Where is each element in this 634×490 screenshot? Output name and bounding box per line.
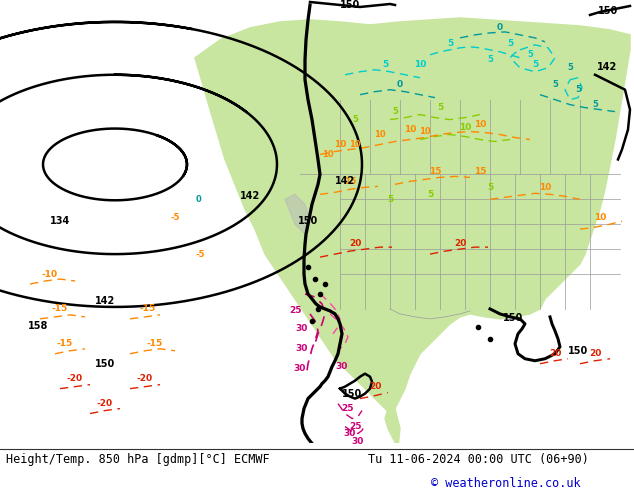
Text: -5: -5	[171, 213, 180, 222]
Text: 158: 158	[28, 321, 48, 331]
Text: 20: 20	[454, 239, 466, 247]
Text: -20: -20	[67, 374, 83, 383]
Text: 5: 5	[437, 103, 443, 112]
Text: 30: 30	[294, 364, 306, 373]
Polygon shape	[195, 55, 230, 90]
Text: 150: 150	[342, 389, 362, 398]
Text: -15: -15	[147, 339, 163, 348]
Text: 10: 10	[459, 123, 471, 132]
Text: 0: 0	[497, 24, 503, 32]
Text: 30: 30	[296, 324, 308, 333]
Text: 10: 10	[334, 140, 346, 149]
Text: 5: 5	[552, 80, 558, 89]
Text: 25: 25	[349, 422, 361, 431]
Text: 25: 25	[290, 306, 302, 316]
Text: 15: 15	[474, 167, 486, 176]
Text: 30: 30	[296, 344, 308, 353]
Polygon shape	[285, 195, 310, 234]
Text: -5: -5	[195, 249, 205, 259]
Text: -15: -15	[140, 304, 156, 314]
Text: -15: -15	[57, 339, 73, 348]
Text: -15: -15	[52, 304, 68, 314]
Text: -20: -20	[137, 374, 153, 383]
Text: 10: 10	[474, 120, 486, 129]
Text: 30: 30	[352, 437, 364, 446]
Text: 134: 134	[50, 216, 70, 226]
Text: 15: 15	[429, 167, 441, 176]
Text: 5: 5	[487, 183, 493, 192]
Text: 5: 5	[352, 115, 358, 124]
Text: 10: 10	[539, 183, 551, 192]
Text: 5: 5	[382, 60, 388, 69]
Polygon shape	[195, 18, 630, 414]
Text: 142: 142	[95, 296, 115, 306]
Text: 5: 5	[427, 190, 433, 199]
Text: 20: 20	[369, 382, 381, 391]
Text: © weatheronline.co.uk: © weatheronline.co.uk	[431, 476, 581, 490]
Text: 150: 150	[298, 216, 318, 226]
Text: 5: 5	[487, 55, 493, 64]
Text: Height/Temp. 850 hPa [gdmp][°C] ECMWF: Height/Temp. 850 hPa [gdmp][°C] ECMWF	[6, 453, 270, 466]
Text: 10: 10	[349, 140, 361, 149]
Text: 10: 10	[404, 125, 416, 134]
Text: 5: 5	[507, 39, 513, 49]
Text: 10: 10	[594, 213, 606, 222]
Text: 5: 5	[575, 85, 581, 94]
Text: 30: 30	[336, 362, 348, 371]
Text: 142: 142	[240, 191, 260, 201]
Text: 150: 150	[598, 6, 618, 16]
Text: 5: 5	[392, 107, 398, 116]
Text: 150: 150	[568, 346, 588, 356]
Text: 30: 30	[344, 429, 356, 438]
Text: Tu 11-06-2024 00:00 UTC (06+90): Tu 11-06-2024 00:00 UTC (06+90)	[368, 453, 588, 466]
Text: 0: 0	[195, 195, 201, 204]
Text: 20: 20	[589, 349, 601, 358]
Text: 10: 10	[414, 60, 426, 69]
Text: 15: 15	[344, 177, 356, 186]
Text: 150: 150	[503, 313, 523, 323]
Text: 20: 20	[549, 349, 561, 358]
Text: 25: 25	[342, 404, 354, 413]
Text: 10: 10	[419, 127, 431, 136]
Text: 150: 150	[340, 0, 360, 10]
Text: 20: 20	[349, 239, 361, 247]
Text: -20: -20	[97, 399, 113, 408]
Text: 150: 150	[95, 359, 115, 368]
Text: 5: 5	[387, 195, 393, 204]
Text: 0: 0	[397, 80, 403, 89]
Text: -10: -10	[42, 270, 58, 278]
Text: 5: 5	[592, 100, 598, 109]
Text: 142: 142	[335, 176, 355, 186]
Text: 5: 5	[567, 63, 573, 72]
Text: 10: 10	[322, 150, 334, 159]
Text: 5: 5	[527, 50, 533, 59]
Text: 5: 5	[447, 39, 453, 49]
Text: 10: 10	[374, 130, 386, 139]
Text: 142: 142	[597, 62, 618, 72]
Text: 5: 5	[532, 60, 538, 69]
Polygon shape	[385, 398, 400, 448]
